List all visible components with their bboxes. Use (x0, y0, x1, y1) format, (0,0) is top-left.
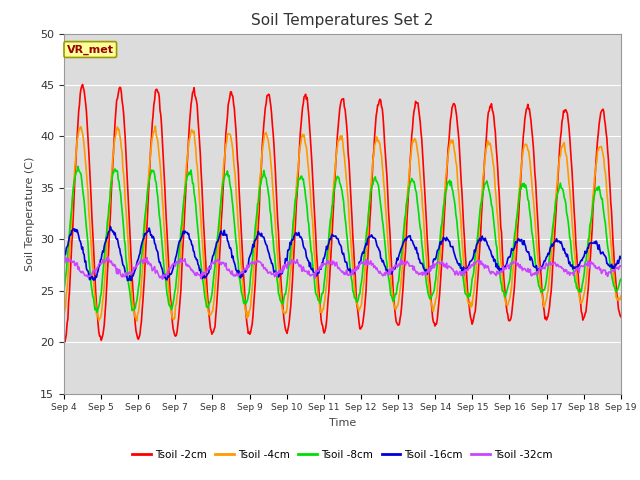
Tsoil -16cm (60, 256, 68, 262)
Tsoil -32cm (128, 269, 136, 275)
Tsoil -16cm (107, 224, 115, 229)
Tsoil -2cm (215, 268, 223, 274)
Tsoil -4cm (127, 285, 135, 290)
Tsoil -2cm (79, 82, 86, 87)
Tsoil -32cm (186, 264, 193, 270)
Tsoil -32cm (159, 276, 166, 282)
Tsoil -16cm (186, 236, 193, 242)
Tsoil -4cm (428, 302, 436, 308)
Tsoil -16cm (215, 235, 223, 241)
Legend: Tsoil -2cm, Tsoil -4cm, Tsoil -8cm, Tsoil -16cm, Tsoil -32cm: Tsoil -2cm, Tsoil -4cm, Tsoil -8cm, Tsoi… (128, 445, 557, 464)
Tsoil -8cm (186, 169, 193, 175)
Text: VR_met: VR_met (67, 44, 114, 55)
Tsoil -32cm (70, 258, 78, 264)
Tsoil -8cm (428, 293, 436, 299)
Line: Tsoil -4cm: Tsoil -4cm (64, 126, 621, 321)
Line: Tsoil -8cm: Tsoil -8cm (64, 167, 621, 312)
Tsoil -8cm (70, 179, 78, 184)
Tsoil -32cm (60, 260, 68, 265)
Line: Tsoil -32cm: Tsoil -32cm (64, 257, 621, 279)
Tsoil -2cm (61, 339, 68, 345)
Tsoil -8cm (129, 307, 137, 312)
Tsoil -16cm (70, 226, 78, 232)
Tsoil -2cm (129, 287, 137, 293)
Tsoil -32cm (428, 264, 436, 270)
Tsoil -2cm (71, 176, 79, 181)
Tsoil -16cm (617, 255, 625, 261)
X-axis label: Time: Time (329, 418, 356, 428)
Tsoil -16cm (127, 277, 135, 283)
Tsoil -8cm (93, 310, 101, 315)
Tsoil -8cm (412, 187, 419, 193)
Line: Tsoil -2cm: Tsoil -2cm (64, 84, 621, 342)
Tsoil -8cm (74, 164, 82, 169)
Tsoil -2cm (412, 98, 419, 104)
Tsoil -2cm (428, 306, 436, 312)
Tsoil -2cm (186, 121, 193, 127)
Tsoil -2cm (617, 314, 625, 320)
Tsoil -16cm (129, 273, 137, 279)
Tsoil -4cm (60, 313, 68, 319)
Title: Soil Temperatures Set 2: Soil Temperatures Set 2 (252, 13, 433, 28)
Tsoil -32cm (215, 257, 223, 263)
Tsoil -4cm (133, 318, 141, 324)
Tsoil -4cm (70, 178, 78, 183)
Tsoil -4cm (152, 123, 159, 129)
Tsoil -32cm (104, 254, 112, 260)
Line: Tsoil -16cm: Tsoil -16cm (64, 227, 621, 280)
Y-axis label: Soil Temperature (C): Soil Temperature (C) (24, 156, 35, 271)
Tsoil -4cm (215, 235, 223, 241)
Tsoil -8cm (60, 287, 68, 292)
Tsoil -2cm (60, 337, 68, 343)
Tsoil -16cm (428, 265, 436, 271)
Tsoil -4cm (617, 293, 625, 299)
Tsoil -32cm (412, 268, 419, 274)
Tsoil -32cm (617, 264, 625, 269)
Tsoil -8cm (215, 220, 223, 226)
Tsoil -16cm (412, 247, 419, 252)
Tsoil -4cm (412, 137, 419, 143)
Tsoil -4cm (186, 136, 193, 142)
Tsoil -8cm (617, 276, 625, 282)
